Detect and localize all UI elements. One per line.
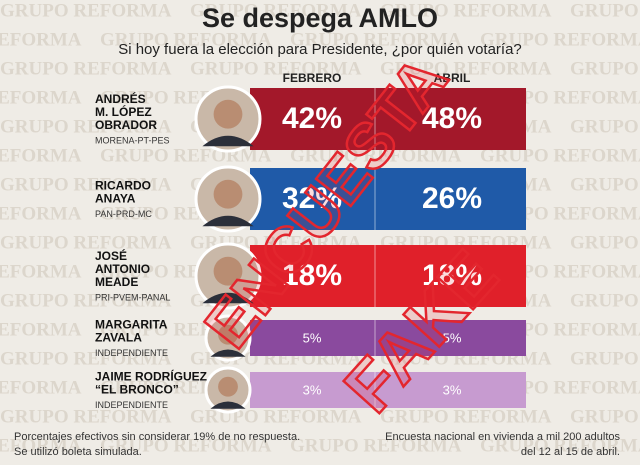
candidate-name: OBRADOR (95, 118, 157, 132)
value: 5% (303, 330, 322, 345)
watermark: GRUPO REFORMA (0, 290, 172, 311)
watermark: GRUPO REFORMA (0, 145, 82, 166)
watermark: GRUPO REFORMA (0, 58, 172, 79)
watermark: GRUPO REFORMA (570, 406, 640, 427)
watermark: GRUPO REFORMA (570, 232, 640, 253)
candidate-name: “EL BRONCO” (95, 383, 179, 397)
photo-body (210, 349, 246, 357)
watermark: GRUPO REFORMA (100, 145, 272, 166)
bar (250, 168, 526, 230)
title: Se despega AMLO (202, 3, 438, 33)
value: 42% (282, 102, 342, 135)
watermark: GRUPO REFORMA (290, 435, 462, 456)
watermark: GRUPO REFORMA (570, 290, 640, 311)
candidate-name: M. LÓPEZ (95, 104, 152, 119)
photo-face (213, 99, 243, 129)
footnote: Encuesta nacional en vivienda a mil 200 … (385, 431, 620, 443)
bar (250, 245, 526, 307)
watermark: GRUPO REFORMA (190, 58, 362, 79)
value: 26% (422, 182, 482, 215)
candidate-name: ANAYA (95, 192, 136, 206)
photo-face (218, 376, 238, 397)
value: 48% (422, 102, 482, 135)
watermark: GRUPO REFORMA (190, 0, 362, 21)
photo-body (210, 401, 246, 409)
watermark: GRUPO REFORMA (570, 174, 640, 195)
watermark: GRUPO REFORMA (0, 261, 82, 282)
watermark: GRUPO REFORMA (570, 348, 640, 369)
candidate-name: RICARDO (95, 179, 151, 193)
column-header: ABRIL (434, 71, 471, 85)
watermark: GRUPO REFORMA (0, 319, 82, 340)
watermark: GRUPO REFORMA (0, 203, 82, 224)
watermark: GRUPO REFORMA (0, 29, 82, 50)
photo-face (213, 256, 243, 286)
watermark: GRUPO REFORMA (480, 435, 640, 456)
photo-body (202, 215, 254, 227)
candidate-name: ANDRÉS (95, 91, 146, 106)
photo-face (218, 324, 238, 345)
value: 3% (443, 382, 462, 397)
watermark: GRUPO REFORMA (100, 29, 272, 50)
watermark: GRUPO REFORMA (0, 377, 82, 398)
candidate-name: ZAVALA (95, 331, 142, 345)
watermark: GRUPO REFORMA (100, 435, 272, 456)
footnote: Se utilizó boleta simulada. (14, 446, 142, 458)
candidate-name: ANTONIO (95, 262, 150, 276)
watermark: GRUPO REFORMA (0, 0, 172, 21)
watermark: GRUPO REFORMA (290, 29, 462, 50)
watermark: GRUPO REFORMA (570, 116, 640, 137)
photo-body (202, 292, 254, 304)
candidate-name: MARGARITA (95, 318, 168, 332)
photo-body (202, 135, 254, 147)
value: 18% (282, 259, 342, 292)
watermark: GRUPO REFORMA (0, 406, 172, 427)
party: PAN-PRD-MC (95, 209, 152, 219)
bar (250, 88, 526, 150)
watermark: GRUPO REFORMA (380, 406, 552, 427)
party: PRI-PVEM-PANAL (95, 292, 170, 302)
watermark: GRUPO REFORMA (480, 29, 640, 50)
watermark: GRUPO REFORMA (570, 58, 640, 79)
photo-face (213, 179, 243, 209)
bar (250, 320, 526, 356)
party: INDEPENDIENTE (95, 400, 168, 410)
watermark: GRUPO REFORMA (0, 435, 82, 456)
watermark: GRUPO REFORMA (0, 174, 172, 195)
party: MORENA-PT-PES (95, 135, 170, 145)
watermark: GRUPO REFORMA (380, 58, 552, 79)
watermark: GRUPO REFORMA (0, 87, 82, 108)
watermark: GRUPO REFORMA (480, 145, 640, 166)
value: 18% (422, 259, 482, 292)
watermark: GRUPO REFORMA (380, 0, 552, 21)
candidate-name: JAIME RODRÍGUEZ (95, 369, 207, 384)
subtitle: Si hoy fuera la elección para Presidente… (118, 41, 522, 58)
watermark: GRUPO REFORMA (290, 145, 462, 166)
value: 32% (282, 182, 342, 215)
candidate-name: JOSÉ (95, 248, 127, 263)
footnote: del 12 al 15 de abril. (521, 446, 620, 458)
watermark: GRUPO REFORMA (0, 348, 172, 369)
footnote: Porcentajes efectivos sin considerar 19%… (14, 431, 300, 443)
party: INDEPENDIENTE (95, 348, 168, 358)
watermark: GRUPO REFORMA (0, 232, 172, 253)
column-header: FEBRERO (283, 71, 342, 85)
watermark: GRUPO REFORMA (570, 0, 640, 21)
value: 5% (443, 330, 462, 345)
bar (250, 372, 526, 408)
candidate-name: MEADE (95, 275, 138, 289)
watermark: GRUPO REFORMA (0, 116, 172, 137)
value: 3% (303, 382, 322, 397)
